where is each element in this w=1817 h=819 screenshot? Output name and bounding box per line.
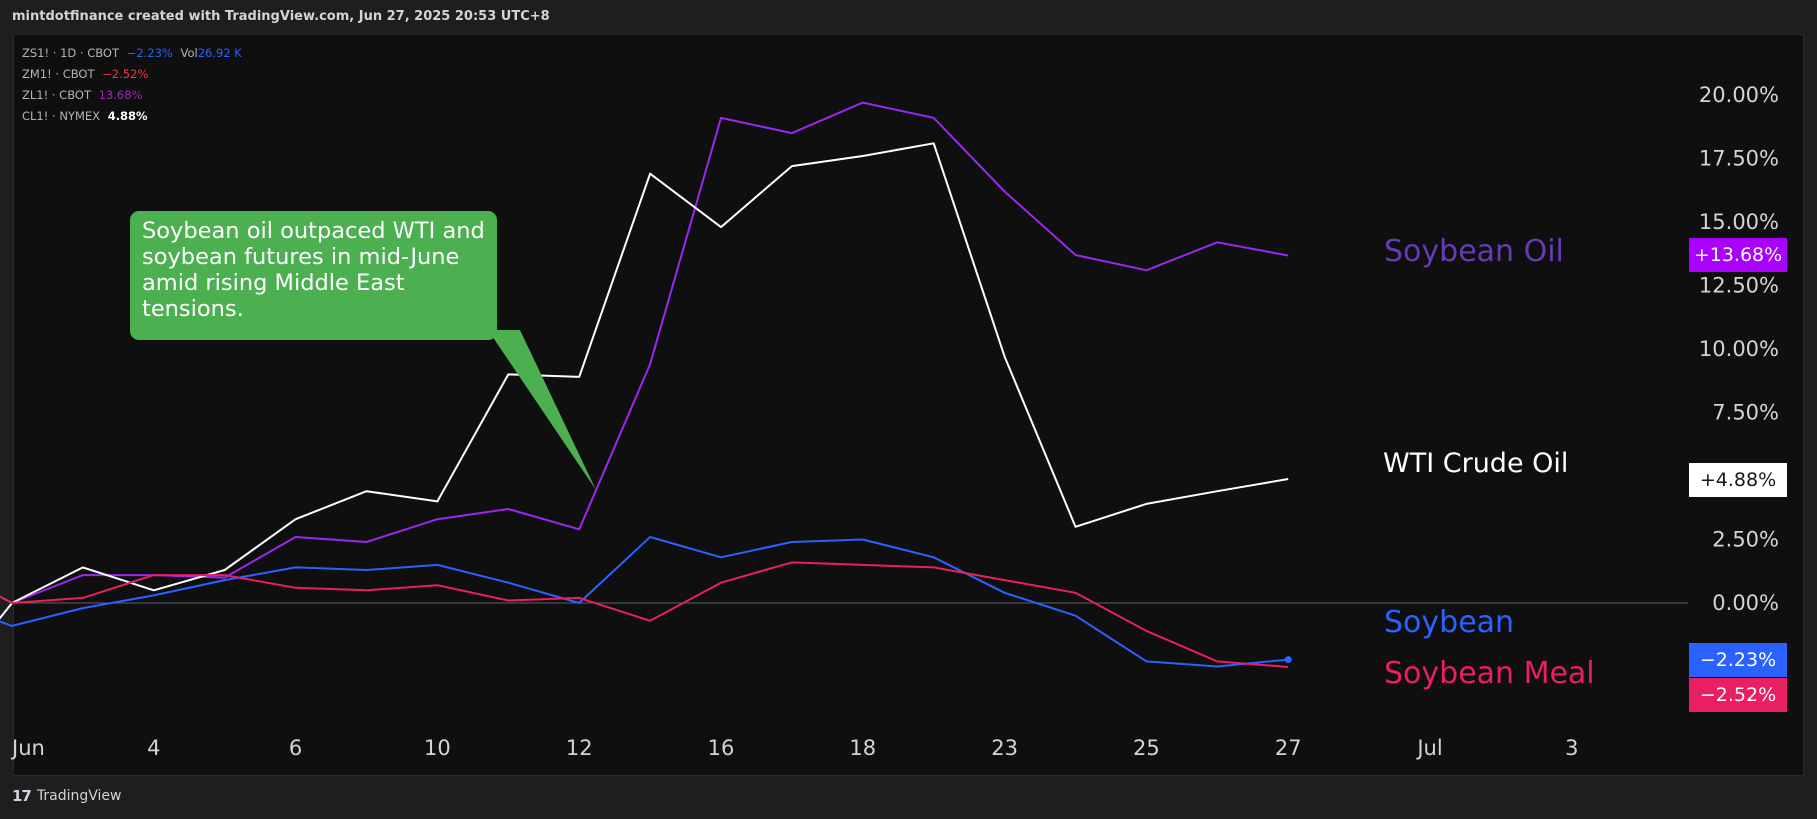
legend-change: −2.52%	[102, 67, 149, 81]
legend-symbol: ZL1! · CBOT	[22, 88, 91, 102]
y-tick-label: 10.00%	[1699, 337, 1779, 361]
x-tick-label: 16	[708, 736, 735, 760]
series-line-soybean	[0, 536, 1289, 668]
legend-change: 13.68%	[98, 88, 143, 102]
x-tick-label: 4	[147, 736, 160, 760]
legend-vol-value: 26.92 K	[197, 46, 242, 60]
legend-change: 4.88%	[107, 109, 148, 123]
price-badge-soybean-meal: −2.52%	[1689, 678, 1787, 712]
legend-row-zm[interactable]: ZM1! · CBOT −2.52%	[22, 64, 246, 85]
x-tick-label: 3	[1565, 736, 1578, 760]
y-tick-label: 0.00%	[1712, 591, 1779, 615]
series-line-soybean-meal	[0, 561, 1289, 668]
footer-bar: 17 TradingView	[0, 776, 1817, 819]
label-wti-crude-oil: WTI Crude Oil	[1383, 448, 1569, 479]
chart-attribution: mintdotfinance created with TradingView.…	[12, 9, 550, 24]
label-soybean-meal: Soybean Meal	[1384, 656, 1595, 691]
legend-symbol: ZM1! · CBOT	[22, 67, 95, 81]
price-badge-soybean: −2.23%	[1689, 643, 1787, 677]
tradingview-logo-text: TradingView	[36, 788, 122, 804]
legend-change: −2.23%	[126, 46, 173, 60]
legend-symbol: ZS1! · 1D · CBOT	[22, 46, 120, 60]
symbol-legend: ZS1! · 1D · CBOT −2.23% Vol26.92 K ZM1! …	[22, 43, 246, 127]
series-end-marker	[1284, 656, 1292, 664]
label-soybean: Soybean	[1384, 605, 1515, 640]
price-badge-soybean-oil: +13.68%	[1689, 238, 1787, 272]
x-tick-label: Jun	[10, 736, 45, 760]
x-tick-label: 25	[1133, 736, 1160, 760]
x-tick-label: 6	[289, 736, 302, 760]
x-tick-label: 12	[566, 736, 593, 760]
y-tick-label: 2.50%	[1712, 528, 1779, 552]
legend-row-cl[interactable]: CL1! · NYMEX 4.88%	[22, 106, 246, 127]
x-tick-label: 10	[424, 736, 451, 760]
legend-vol-label: Vol	[180, 46, 198, 60]
y-tick-label: 7.50%	[1712, 401, 1779, 425]
series-line-soybean-oil	[0, 101, 1289, 604]
label-soybean-oil: Soybean Oil	[1384, 234, 1564, 269]
y-tick-label: 12.50%	[1699, 274, 1779, 298]
tradingview-logo[interactable]: 17 TradingView	[12, 787, 121, 805]
legend-symbol: CL1! · NYMEX	[22, 109, 101, 123]
annotation-callout[interactable]: Soybean oil outpaced WTI and soybean fut…	[130, 211, 497, 340]
x-tick-label: Jul	[1415, 736, 1442, 760]
y-tick-label: 20.00%	[1699, 83, 1779, 107]
tradingview-logo-icon: 17	[12, 787, 32, 805]
legend-row-zl[interactable]: ZL1! · CBOT 13.68%	[22, 85, 246, 106]
x-tick-label: 27	[1275, 736, 1302, 760]
legend-row-zs[interactable]: ZS1! · 1D · CBOT −2.23% Vol26.92 K	[22, 43, 246, 64]
x-tick-label: 18	[849, 736, 876, 760]
callout-pointer	[488, 330, 596, 490]
y-tick-label: 17.50%	[1699, 147, 1779, 171]
x-tick-label: 23	[991, 736, 1018, 760]
y-tick-label: 15.00%	[1699, 210, 1779, 234]
chart-pane[interactable]	[13, 34, 1804, 776]
price-badge-wti: +4.88%	[1689, 463, 1787, 497]
series-line-wti-crude-oil	[0, 142, 1289, 620]
